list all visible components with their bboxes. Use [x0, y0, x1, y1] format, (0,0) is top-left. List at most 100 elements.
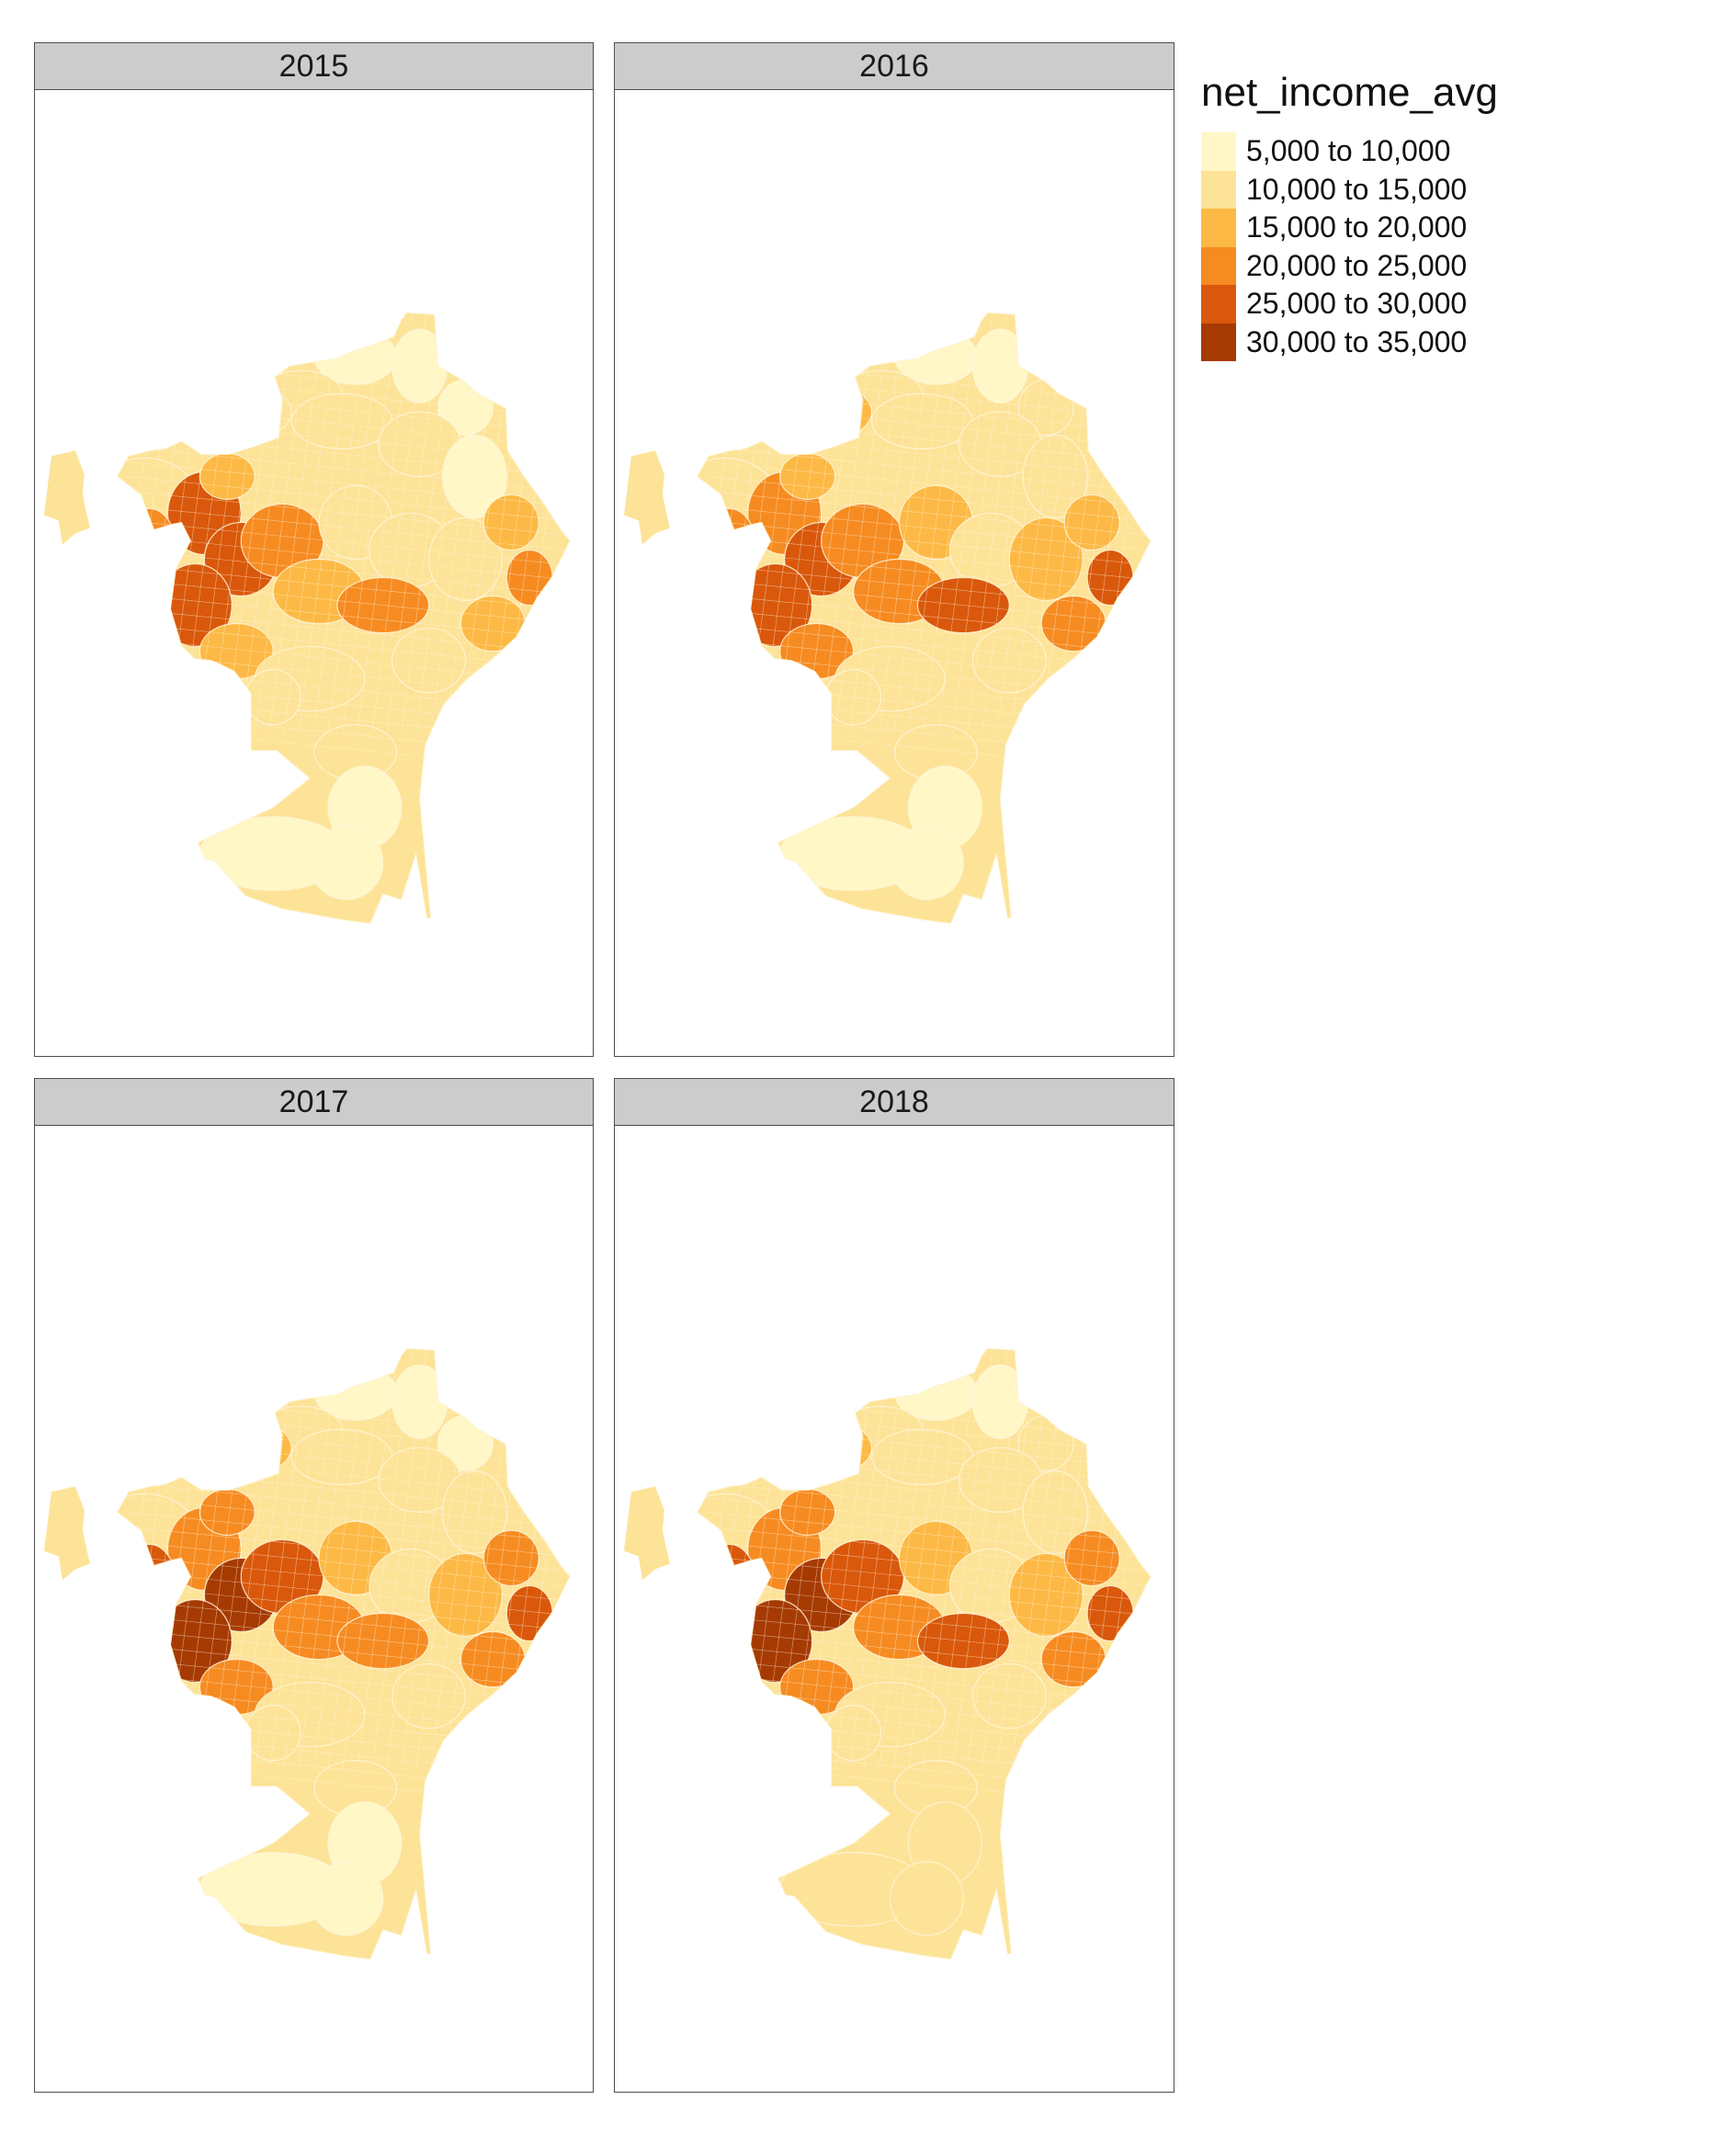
west-district-area — [43, 1486, 90, 1581]
street-line — [415, 312, 471, 734]
street-line — [706, 564, 1152, 611]
street-line — [864, 312, 920, 734]
district-polygon — [427, 1552, 503, 1638]
street-line — [357, 312, 413, 734]
map-svg-2017 — [43, 1347, 571, 1960]
street-line — [706, 1600, 1152, 1647]
legend-swatch — [1201, 209, 1236, 247]
street-line — [706, 1585, 1152, 1632]
street-line — [126, 594, 571, 641]
street-line — [371, 1348, 427, 1770]
city-outline — [117, 312, 571, 925]
district-polygon — [1040, 1630, 1106, 1688]
map-panel-2015: 2015 — [34, 42, 594, 1057]
street-line — [312, 1348, 369, 1770]
street-line — [923, 312, 979, 734]
city-outline — [117, 1347, 571, 1960]
district-polygon — [121, 507, 178, 593]
street-line — [981, 312, 1038, 734]
legend-title: net_income_avg — [1201, 70, 1498, 115]
street-line — [298, 1348, 355, 1770]
legend-swatch — [1201, 132, 1236, 171]
street-line — [126, 564, 571, 611]
map-legend: net_income_avg 5,000 to 10,000 10,000 to… — [1201, 70, 1498, 361]
street-line — [254, 1348, 311, 1770]
street-line — [126, 550, 571, 596]
street-line — [126, 535, 571, 582]
district-polygon — [701, 507, 758, 593]
west-district-area — [623, 1486, 670, 1581]
panel-year-label: 2015 — [278, 48, 349, 84]
street-line — [357, 1348, 413, 1770]
street-line — [864, 1348, 920, 1770]
district-layer — [117, 312, 571, 901]
district-polygon — [199, 383, 292, 440]
panel-title-2017: 2017 — [35, 1079, 593, 1126]
street-line — [706, 1497, 1152, 1544]
street-line — [126, 1556, 571, 1603]
legend-item: 20,000 to 25,000 — [1201, 246, 1498, 285]
street-line — [849, 1348, 905, 1770]
panel-year-label: 2017 — [278, 1084, 349, 1119]
district-polygon — [779, 1419, 873, 1476]
street-line — [879, 312, 935, 734]
street-line — [967, 312, 1023, 734]
choropleth-map-2017 — [35, 1126, 593, 2092]
district-polygon — [427, 516, 503, 602]
legend-label: 10,000 to 15,000 — [1246, 172, 1468, 206]
district-polygon — [1063, 1529, 1120, 1587]
district-polygon — [391, 1663, 467, 1730]
street-line — [879, 1348, 935, 1770]
street-line — [706, 461, 1152, 508]
district-polygon — [971, 1663, 1047, 1730]
district-layer — [697, 312, 1152, 901]
legend-swatch — [1201, 285, 1236, 323]
district-polygon — [121, 1543, 178, 1629]
street-line — [126, 505, 571, 552]
district-polygon — [460, 595, 526, 653]
street-line — [834, 312, 891, 734]
street-line — [298, 312, 355, 734]
district-polygon — [309, 825, 384, 901]
legend-item: 5,000 to 10,000 — [1201, 132, 1498, 171]
street-line — [706, 1541, 1152, 1588]
panel-title-2015: 2015 — [35, 43, 593, 90]
street-line — [126, 1541, 571, 1588]
street-line — [923, 1348, 979, 1770]
street-line — [126, 1526, 571, 1573]
street-line — [996, 1348, 1052, 1770]
street-line — [254, 312, 311, 734]
street-line — [820, 1348, 876, 1770]
street-line — [981, 1348, 1038, 1770]
street-line — [239, 1348, 296, 1770]
street-line — [706, 1615, 1152, 1662]
street-line — [283, 312, 340, 734]
street-line — [268, 312, 325, 734]
street-line — [893, 1348, 949, 1770]
choropleth-map-2015 — [35, 90, 593, 1056]
legend-label: 30,000 to 35,000 — [1246, 324, 1468, 358]
street-line — [283, 1348, 340, 1770]
panel-title-2018: 2018 — [615, 1079, 1174, 1126]
district-layer — [697, 1348, 1152, 1936]
street-line — [706, 491, 1152, 538]
street-line — [371, 312, 427, 734]
street-line — [386, 1348, 442, 1770]
choropleth-map-2016 — [615, 90, 1174, 1056]
street-line — [415, 1348, 471, 1770]
street-line — [706, 505, 1152, 552]
legend-label: 20,000 to 25,000 — [1246, 248, 1468, 282]
street-line — [849, 312, 905, 734]
street-line — [706, 1526, 1152, 1573]
district-polygon — [889, 1861, 964, 1936]
street-line — [706, 1556, 1152, 1603]
district-polygon — [309, 1861, 384, 1936]
street-line — [126, 1571, 571, 1617]
street-line — [401, 1348, 457, 1770]
street-line — [327, 312, 384, 734]
district-polygon — [199, 1419, 292, 1476]
street-line — [908, 312, 964, 734]
legend-item: 15,000 to 20,000 — [1201, 209, 1498, 247]
panel-year-label: 2018 — [859, 1084, 929, 1119]
legend-label: 5,000 to 10,000 — [1246, 134, 1451, 168]
